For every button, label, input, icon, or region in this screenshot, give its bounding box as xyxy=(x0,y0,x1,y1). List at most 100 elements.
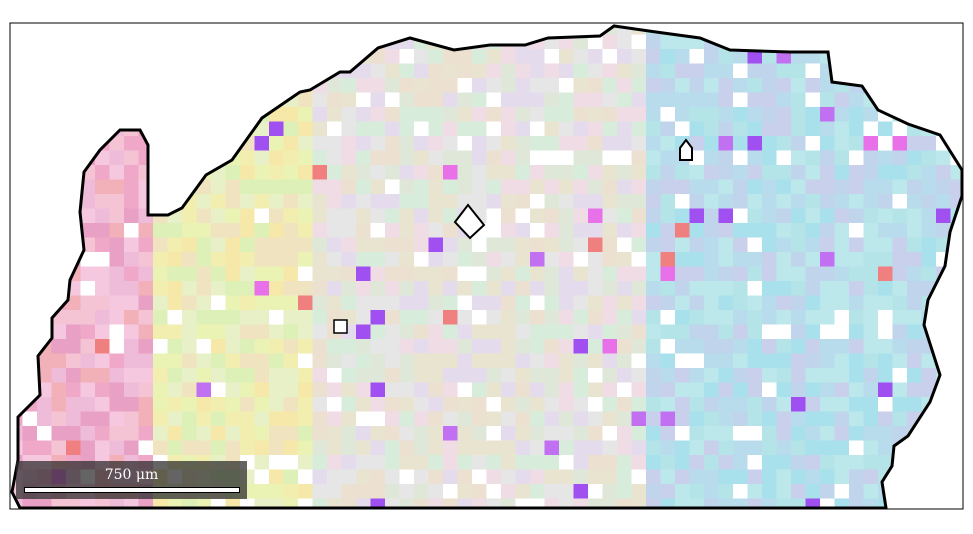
orientation-pixel xyxy=(805,92,821,108)
orientation-pixel xyxy=(863,324,879,340)
orientation-pixel xyxy=(414,92,430,108)
orientation-pixel xyxy=(762,368,778,384)
orientation-pixel xyxy=(689,411,705,427)
orientation-pixel xyxy=(559,107,575,123)
orientation-pixel xyxy=(385,208,401,224)
orientation-pixel xyxy=(718,295,734,311)
orientation-pixel xyxy=(414,165,430,181)
orientation-pixel xyxy=(370,150,386,166)
orientation-pixel xyxy=(443,368,459,384)
orientation-pixel xyxy=(733,281,749,297)
orientation-pixel xyxy=(167,324,183,340)
orientation-pixel xyxy=(66,324,82,340)
orientation-pixel xyxy=(849,324,865,340)
orientation-pixel xyxy=(849,469,865,485)
orientation-pixel xyxy=(965,484,973,499)
orientation-pixel xyxy=(138,324,154,340)
orientation-pixel xyxy=(385,295,401,311)
orientation-pixel xyxy=(718,78,734,94)
orientation-pixel xyxy=(312,440,328,456)
orientation-pixel xyxy=(747,63,763,79)
orientation-pixel xyxy=(51,426,67,442)
orientation-pixel xyxy=(356,121,372,137)
orientation-pixel xyxy=(820,411,836,427)
orientation-pixel xyxy=(37,440,53,456)
orientation-pixel xyxy=(559,324,575,340)
orientation-pixel xyxy=(95,339,111,355)
orientation-pixel xyxy=(762,136,778,152)
orientation-pixel xyxy=(573,484,589,500)
orientation-pixel xyxy=(80,194,96,210)
orientation-pixel xyxy=(240,310,256,326)
orientation-pixel xyxy=(602,310,618,326)
orientation-pixel xyxy=(530,252,546,268)
orientation-pixel xyxy=(515,440,531,456)
orientation-pixel xyxy=(878,295,894,311)
orientation-pixel xyxy=(834,310,850,326)
orientation-pixel xyxy=(399,484,415,500)
orientation-pixel xyxy=(660,353,676,369)
orientation-pixel xyxy=(588,310,604,326)
orientation-pixel xyxy=(602,382,618,398)
orientation-pixel xyxy=(515,382,531,398)
orientation-pixel xyxy=(573,194,589,210)
orientation-pixel xyxy=(486,426,502,442)
orientation-pixel xyxy=(733,440,749,456)
orientation-pixel xyxy=(602,121,618,137)
orientation-pixel xyxy=(66,339,82,355)
orientation-pixel xyxy=(602,63,618,79)
orientation-pixel xyxy=(80,324,96,340)
orientation-pixel xyxy=(530,469,546,485)
orientation-pixel xyxy=(965,383,973,398)
orientation-pixel xyxy=(573,295,589,311)
orientation-pixel xyxy=(167,411,183,427)
orientation-pixel xyxy=(675,426,691,442)
orientation-pixel xyxy=(124,295,140,311)
orientation-pixel xyxy=(327,78,343,94)
orientation-pixel xyxy=(414,484,430,500)
orientation-pixel xyxy=(762,324,778,340)
orientation-pixel xyxy=(776,266,792,282)
orientation-pixel xyxy=(269,353,285,369)
orientation-pixel xyxy=(515,353,531,369)
orientation-pixel xyxy=(602,223,618,239)
orientation-pixel xyxy=(834,469,850,485)
orientation-pixel xyxy=(588,266,604,282)
orientation-pixel xyxy=(791,484,807,500)
orientation-pixel xyxy=(849,107,865,123)
orientation-pixel xyxy=(747,440,763,456)
orientation-pixel xyxy=(704,107,720,123)
orientation-pixel xyxy=(921,208,937,224)
orientation-pixel xyxy=(283,194,299,210)
orientation-pixel xyxy=(240,324,256,340)
orientation-pixel xyxy=(820,266,836,282)
orientation-pixel xyxy=(805,295,821,311)
orientation-pixel xyxy=(269,194,285,210)
orientation-pixel xyxy=(689,353,705,369)
orientation-pixel xyxy=(747,107,763,123)
orientation-pixel xyxy=(776,121,792,137)
orientation-pixel xyxy=(863,136,879,152)
orientation-pixel xyxy=(428,237,444,253)
orientation-pixel xyxy=(240,368,256,384)
orientation-pixel xyxy=(283,295,299,311)
orientation-pixel xyxy=(544,208,560,224)
orientation-pixel xyxy=(559,469,575,485)
orientation-pixel xyxy=(544,295,560,311)
orientation-pixel xyxy=(878,411,894,427)
orientation-pixel xyxy=(530,411,546,427)
inclusion-boundary xyxy=(333,319,348,334)
orientation-pixel xyxy=(472,368,488,384)
orientation-pixel xyxy=(965,310,973,325)
orientation-pixel xyxy=(356,63,372,79)
orientation-pixel xyxy=(820,223,836,239)
orientation-pixel xyxy=(892,397,908,413)
orientation-pixel xyxy=(327,469,343,485)
orientation-pixel xyxy=(646,440,662,456)
orientation-pixel xyxy=(356,484,372,500)
orientation-pixel xyxy=(414,136,430,152)
orientation-pixel xyxy=(573,440,589,456)
orientation-pixel xyxy=(573,165,589,181)
orientation-pixel xyxy=(327,252,343,268)
orientation-pixel xyxy=(80,223,96,239)
